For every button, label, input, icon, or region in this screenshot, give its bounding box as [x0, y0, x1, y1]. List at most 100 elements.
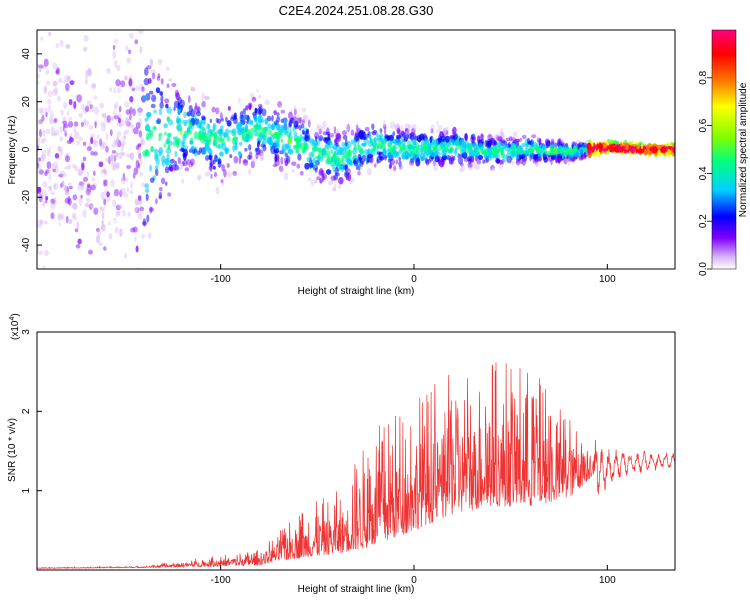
spectrogram-cell — [495, 133, 499, 140]
spectrogram-cell — [201, 149, 207, 155]
spectrogram-cell — [404, 128, 410, 135]
spectrogram-cell — [52, 132, 57, 137]
spectrogram-cell — [314, 178, 318, 184]
spectrogram-cell — [100, 121, 106, 127]
spectrogram-cell — [72, 202, 78, 210]
spectrogram-cell — [182, 160, 188, 167]
spectrogram-cell — [137, 195, 142, 202]
snr-multiplier-exponent: 4 — [9, 317, 16, 321]
spectrogram-cell — [400, 116, 404, 125]
spectrogram-cell — [108, 233, 113, 240]
spectrogram-cell — [291, 116, 298, 121]
spectrogram-cell — [118, 113, 122, 119]
spectrogram-cell — [387, 152, 393, 160]
spectrogram-cell — [311, 149, 315, 158]
spectrogram-cell — [78, 136, 83, 141]
spectrogram-cell — [361, 142, 367, 147]
spectrogram-cell — [260, 153, 264, 161]
spectrogram-cell — [459, 139, 465, 145]
spectrogram-cell — [55, 69, 59, 75]
spectrogram-cell — [85, 202, 90, 208]
spectrogram-cell — [571, 149, 575, 154]
spectrogram-cell — [197, 175, 201, 182]
spectrogram-cell — [317, 156, 321, 162]
spectrogram-cell — [57, 95, 61, 102]
spectrogram-cell — [80, 121, 84, 127]
spectrogram-cell — [141, 233, 145, 239]
spectrogram-cell — [126, 57, 132, 64]
spectrogram-cell — [45, 69, 50, 75]
spectrogram-cell — [106, 115, 111, 123]
spectrogram-cell — [591, 146, 596, 151]
spectrogram-cell — [60, 182, 63, 188]
spectrogram-cell — [50, 191, 55, 196]
spectrogram-cell — [47, 98, 52, 105]
spectrogram-cell — [457, 157, 464, 165]
spectrogram-cell — [57, 212, 61, 221]
spectrogram-cell — [267, 88, 273, 96]
spectrogram-cell — [430, 124, 435, 130]
spectrogram-cell — [137, 109, 143, 116]
spectrogram-cell — [85, 75, 88, 84]
spectrogram-cell — [68, 197, 72, 206]
spectrogram-cell — [64, 153, 69, 158]
spectrogram-cell — [433, 163, 438, 172]
spectrogram-cell — [511, 161, 515, 166]
spectrogram-cell — [338, 177, 344, 185]
spectrogram-cell — [427, 143, 432, 150]
spectrogram-cell — [287, 138, 292, 144]
spectrogram-cell — [302, 131, 307, 136]
spectrogram-cell — [574, 151, 580, 157]
spectrogram-cell — [211, 106, 216, 113]
spectrogram-cell — [630, 145, 636, 154]
spectrogram-cell — [505, 137, 511, 142]
spectrogram-cell — [144, 117, 149, 123]
spectrogram-cell — [54, 130, 60, 136]
spectrogram-cell — [183, 111, 187, 118]
spectrogram-ticks: -100 0 100 -40 -20 0 20 40 — [21, 48, 616, 285]
spectrogram-cell — [400, 130, 405, 136]
spectrogram-cell — [245, 175, 248, 181]
spectrogram-cell — [52, 62, 58, 70]
spectrogram-cell — [280, 109, 285, 114]
spectrogram-cell — [166, 106, 172, 114]
spectrogram-cell — [333, 183, 337, 188]
spectrogram-cell — [311, 146, 317, 151]
spectrogram-cell — [68, 99, 73, 106]
spectrogram-cell — [461, 152, 468, 159]
spectrogram-cell — [87, 68, 93, 77]
spectrogram-cell — [155, 198, 158, 205]
spectrogram-cell — [338, 177, 344, 185]
spectrogram-cell — [48, 145, 52, 154]
spectrogram-cell — [165, 140, 170, 145]
spectrogram-cell — [233, 155, 239, 164]
spectrogram-cell — [103, 189, 109, 197]
spectrogram-cell — [132, 172, 136, 179]
spectrogram-cell — [121, 151, 125, 156]
spectrogram-cell — [502, 154, 509, 162]
spectrogram-cell — [147, 132, 154, 139]
spectrogram-cell — [403, 134, 406, 139]
spectrogram-cell — [65, 44, 71, 49]
spectrogram-cell — [287, 148, 294, 155]
spectrogram-cell — [318, 128, 322, 135]
spectrogram-cell — [109, 154, 114, 162]
spectrogram-cell — [38, 64, 44, 69]
spectrogram-cell — [317, 125, 323, 132]
spectrogram-cell — [567, 158, 571, 167]
spectrogram-cell — [52, 89, 58, 96]
spectrogram-cell — [190, 109, 195, 118]
spectrogram-cell — [155, 168, 159, 177]
spectrogram-cell — [153, 109, 157, 114]
spectrogram-cell — [274, 148, 280, 154]
spectrogram-cell — [82, 141, 87, 146]
spectrogram-cell — [540, 132, 547, 136]
spectrogram-cell — [53, 86, 59, 94]
spectrogram-cell — [127, 211, 131, 217]
spectrogram-cell — [116, 131, 122, 138]
spectrogram-cell — [188, 162, 192, 169]
spectrogram-cell — [266, 136, 272, 144]
spectrogram-cell — [55, 168, 60, 174]
spectrogram-cell — [104, 157, 111, 163]
spectrogram-cell — [120, 80, 126, 88]
